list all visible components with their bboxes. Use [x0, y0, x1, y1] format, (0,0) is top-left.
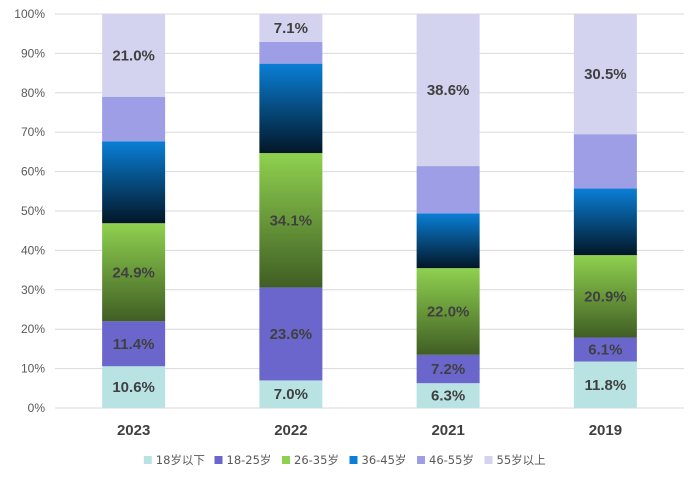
bar-segment — [573, 188, 637, 256]
bar-segment — [416, 383, 480, 408]
legend-swatch — [349, 456, 358, 464]
bar-segment — [573, 14, 637, 135]
y-tick-label: 40% — [21, 243, 45, 257]
bar-segment — [102, 223, 166, 322]
bar-segment — [102, 321, 166, 367]
data-label: 11.8% — [585, 377, 627, 394]
x-axis: 2023 2022 2021 2019 — [117, 422, 622, 439]
x-category-label: 2022 — [274, 422, 307, 439]
bar-segment — [102, 14, 166, 97]
data-labels: 10.6% 11.4% 24.9% 21.0% 7.0% 23.6% 34.1% 7.1% 6.… — [112, 20, 626, 405]
data-label: 10.6% — [112, 379, 155, 396]
y-tick-label: 70% — [21, 125, 45, 139]
bar-segment — [102, 141, 166, 224]
bar-segment — [259, 14, 323, 42]
y-tick-label: 100% — [14, 7, 45, 21]
data-label: 21.0% — [112, 47, 155, 64]
data-label: 11.4% — [113, 336, 155, 353]
y-tick-label: 0% — [28, 401, 46, 415]
y-tick-label: 60% — [21, 165, 45, 179]
bar-segment — [573, 134, 637, 189]
legend-swatch — [484, 456, 493, 464]
legend-label: 55岁以上 — [497, 453, 546, 467]
data-label: 7.1% — [274, 20, 308, 37]
x-category-label: 2019 — [589, 422, 622, 439]
y-axis: 0% 10% 20% 30% 40% 50% 60% 70% 80% 90% 100% — [14, 7, 45, 415]
bar-segment — [102, 96, 166, 142]
bar-segment — [416, 354, 480, 384]
bars — [102, 14, 637, 408]
bar-segment — [259, 153, 323, 288]
bar-segment — [259, 63, 323, 154]
data-label: 30.5% — [584, 66, 627, 83]
y-tick-label: 80% — [21, 86, 45, 100]
legend-label: 46-55岁 — [429, 453, 474, 467]
legend-label: 18岁以下 — [156, 453, 205, 467]
data-label: 22.0% — [427, 303, 470, 320]
y-tick-label: 10% — [21, 362, 45, 376]
bar-segment — [416, 166, 480, 214]
bar-segment — [259, 41, 323, 64]
data-label: 20.9% — [584, 288, 627, 305]
y-tick-label: 90% — [21, 46, 45, 60]
data-label: 38.6% — [427, 82, 470, 99]
x-category-label: 2021 — [431, 422, 464, 439]
bar-segment — [102, 366, 166, 408]
bar-segment — [573, 361, 637, 408]
data-label: 24.9% — [112, 264, 155, 281]
y-tick-label: 30% — [21, 283, 45, 297]
y-tick-label: 50% — [21, 204, 45, 218]
x-category-label: 2023 — [117, 422, 150, 439]
bar-segment — [573, 255, 637, 338]
data-label: 6.1% — [588, 341, 622, 358]
bar-segment — [416, 14, 480, 167]
bar-segment — [573, 337, 637, 362]
y-tick-label: 20% — [21, 322, 45, 336]
bar-segment — [416, 268, 480, 355]
bar-segment — [259, 380, 323, 408]
legend: 18岁以下 18-25岁 26-35岁 36-45岁 46-55岁 55岁以上 — [143, 453, 546, 467]
legend-label: 36-45岁 — [362, 453, 407, 467]
data-label: 23.6% — [270, 326, 313, 343]
legend-label: 18-25岁 — [227, 453, 272, 467]
data-label: 6.3% — [431, 388, 465, 405]
legend-label: 26-35岁 — [294, 453, 339, 467]
data-label: 7.0% — [274, 386, 308, 403]
legend-swatch — [417, 456, 425, 464]
legend-swatch — [282, 456, 290, 464]
legend-swatch — [143, 456, 152, 464]
data-label: 7.2% — [431, 361, 465, 378]
bar-segment — [259, 287, 323, 381]
bar-segment — [416, 213, 480, 269]
data-label: 34.1% — [270, 212, 313, 229]
legend-swatch — [214, 456, 223, 464]
